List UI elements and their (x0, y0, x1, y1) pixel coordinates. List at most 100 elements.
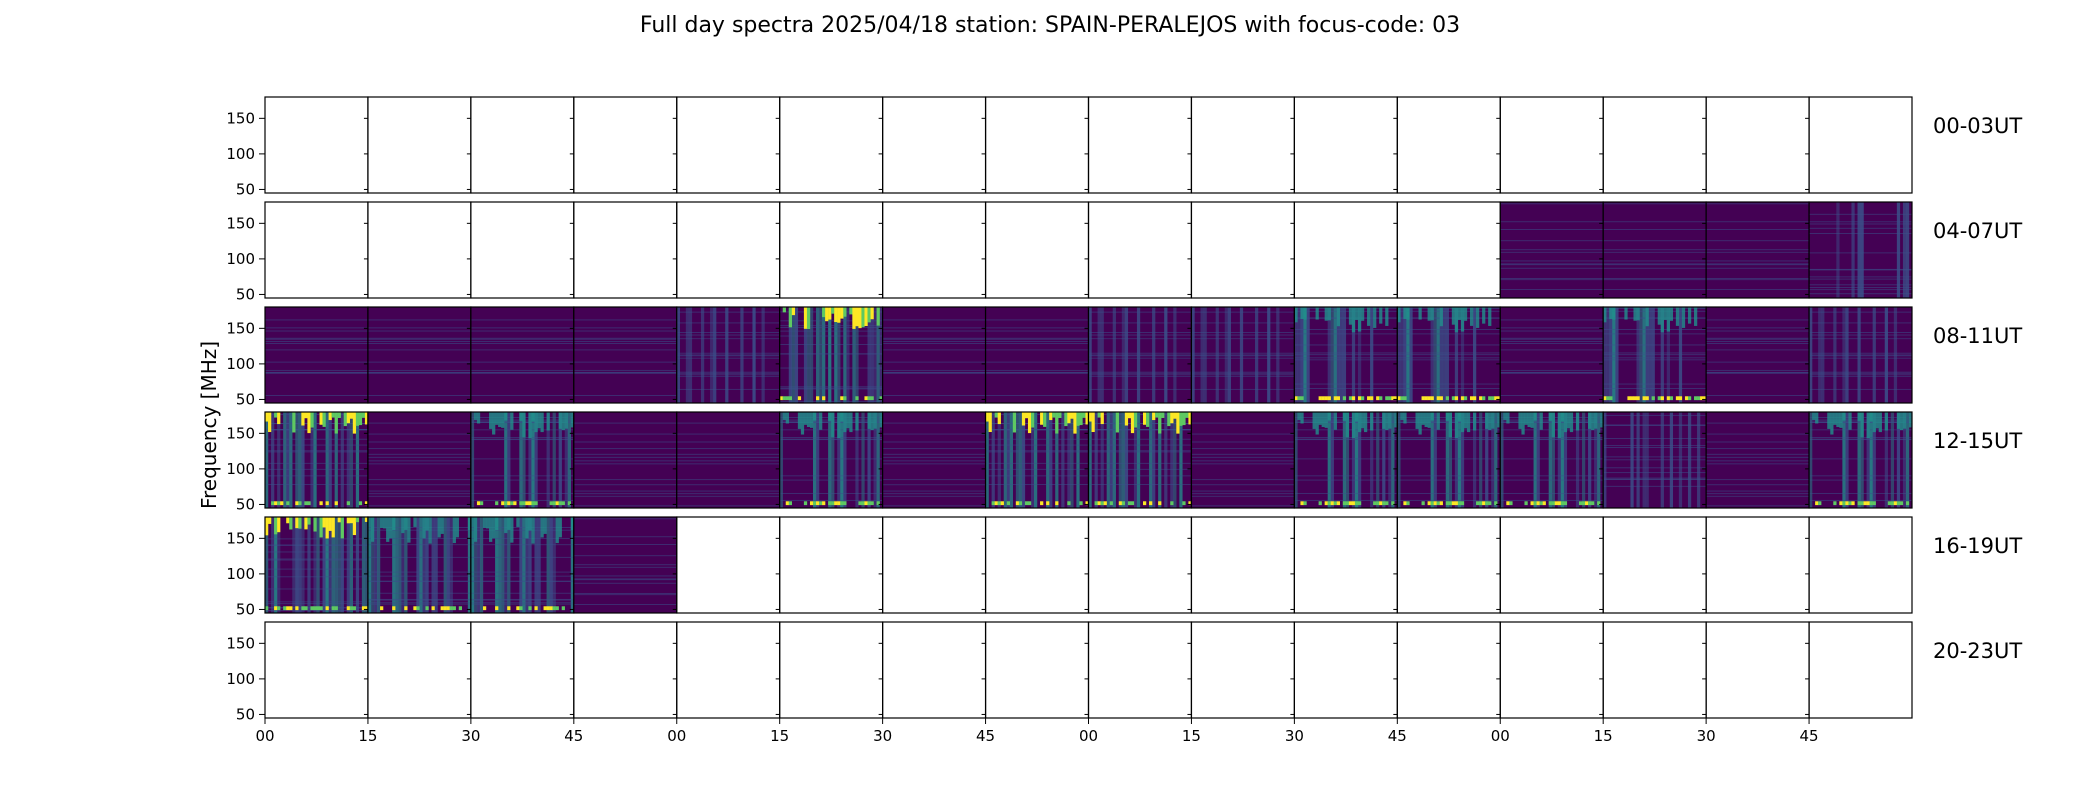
x-tick-label: 45 (1800, 727, 1819, 745)
panel-frame (779, 201, 884, 299)
panel-frame (1087, 201, 1193, 299)
spectrum-panel (676, 516, 781, 614)
spectrum-panel (1087, 96, 1193, 194)
spectrum-heatmap (779, 412, 883, 508)
spectrum-panel (1499, 411, 1604, 509)
spectrum-panel (1499, 516, 1604, 614)
panel-frame (1293, 516, 1398, 614)
y-tick-label: 100 (226, 460, 255, 478)
panel-frame (1293, 621, 1398, 719)
x-tick-label: 00 (1491, 727, 1510, 745)
spectrum-heatmap (265, 412, 369, 508)
spectrum-heatmap (1294, 412, 1398, 508)
spectrum-panel (264, 516, 369, 614)
panel-frame (573, 201, 678, 299)
spectrum-panel (1602, 96, 1707, 194)
panel-frame (984, 621, 1090, 719)
x-tick-label: 30 (461, 727, 480, 745)
panel-frame (264, 201, 369, 299)
spectrum-panel (573, 96, 678, 194)
spectrum-panel (984, 621, 1090, 719)
y-tick-label: 150 (226, 214, 255, 232)
spectrum-panel (573, 516, 678, 614)
spectrum-heatmap (470, 412, 575, 508)
panel-frame (984, 201, 1090, 299)
spectrum-heatmap (1500, 307, 1604, 403)
panel-frame (984, 516, 1090, 614)
axis-ticks: 5010015050100150501001505010015050100150… (226, 109, 1818, 745)
spectrum-heatmap (779, 307, 883, 403)
spectrum-heatmap (1088, 412, 1192, 508)
spectrum-heatmap (1809, 412, 1913, 508)
panel-frame (1190, 96, 1295, 194)
spectrum-panel (1396, 306, 1501, 404)
spectrum-panel (1499, 621, 1604, 719)
row-label: 04-07UT (1933, 219, 2022, 243)
spectrum-panel (984, 201, 1090, 299)
panel-frame (1705, 96, 1810, 194)
spectrum-panel (367, 621, 472, 719)
y-tick-label: 150 (226, 424, 255, 442)
y-tick-label: 50 (236, 705, 255, 723)
x-tick-label: 45 (564, 727, 583, 745)
spectrum-panel (470, 201, 575, 299)
panel-frame (1293, 201, 1398, 299)
spectrum-panel (573, 621, 678, 719)
panel-frame (367, 96, 472, 194)
spectrum-panel (1602, 201, 1707, 299)
panel-frame (264, 96, 369, 194)
spectrum-heatmap (1397, 307, 1501, 403)
panel-frame (1190, 621, 1295, 719)
panel-frame (1808, 621, 1913, 719)
row-label: 20-23UT (1933, 639, 2022, 663)
spectrum-panel (984, 96, 1090, 194)
spectrum-heatmap (1706, 412, 1810, 508)
spectrum-panel (470, 621, 575, 719)
spectrum-panel (1190, 306, 1295, 404)
spectrum-heatmap (1294, 307, 1398, 403)
spectrum-panel (367, 201, 472, 299)
panel-frame (1808, 306, 1913, 404)
spectrum-panel (984, 411, 1090, 509)
spectrum-panel (573, 201, 678, 299)
spectrum-heatmap (265, 517, 369, 613)
y-tick-label: 150 (226, 319, 255, 337)
y-tick-label: 100 (226, 355, 255, 373)
spectrum-panel (779, 306, 884, 404)
spectrum-panel (882, 411, 987, 509)
spectrum-panel (1705, 516, 1810, 614)
panel-frame (882, 516, 987, 614)
spectrum-panel (1396, 411, 1501, 509)
panel-frame (264, 621, 369, 719)
spectrum-panel (1499, 96, 1604, 194)
spectrum-heatmap (1500, 202, 1604, 299)
spectrum-panel (779, 96, 884, 194)
spectrum-panel (1705, 306, 1810, 404)
spectrum-panel (779, 516, 884, 614)
spectrum-panel (1087, 516, 1193, 614)
y-tick-label: 50 (236, 285, 255, 303)
spectrum-panel (676, 411, 781, 509)
spectrum-panel (1602, 306, 1707, 404)
spectrum-heatmap (1191, 307, 1295, 403)
spectrum-panel (573, 306, 678, 404)
y-tick-label: 150 (226, 634, 255, 652)
panel-frame (1499, 96, 1604, 194)
panel-frame (1499, 621, 1604, 719)
spectrum-panel (1602, 411, 1707, 509)
spectrum-panel (882, 621, 987, 719)
panel-frame (779, 516, 884, 614)
spectrum-panel (1808, 621, 1913, 719)
spectrum-panel (676, 621, 781, 719)
row-label: 08-11UT (1933, 324, 2022, 348)
x-tick-label: 15 (1182, 727, 1201, 745)
panel-frame (573, 96, 678, 194)
spectrum-panel (882, 96, 987, 194)
x-tick-label: 00 (1079, 727, 1098, 745)
spectrum-panel (1087, 621, 1193, 719)
panel-frame (676, 621, 781, 719)
spectrum-panel (779, 621, 884, 719)
spectrum-panel (470, 96, 575, 194)
spectrum-heatmap (573, 307, 677, 403)
spectrum-panel (1396, 201, 1501, 299)
